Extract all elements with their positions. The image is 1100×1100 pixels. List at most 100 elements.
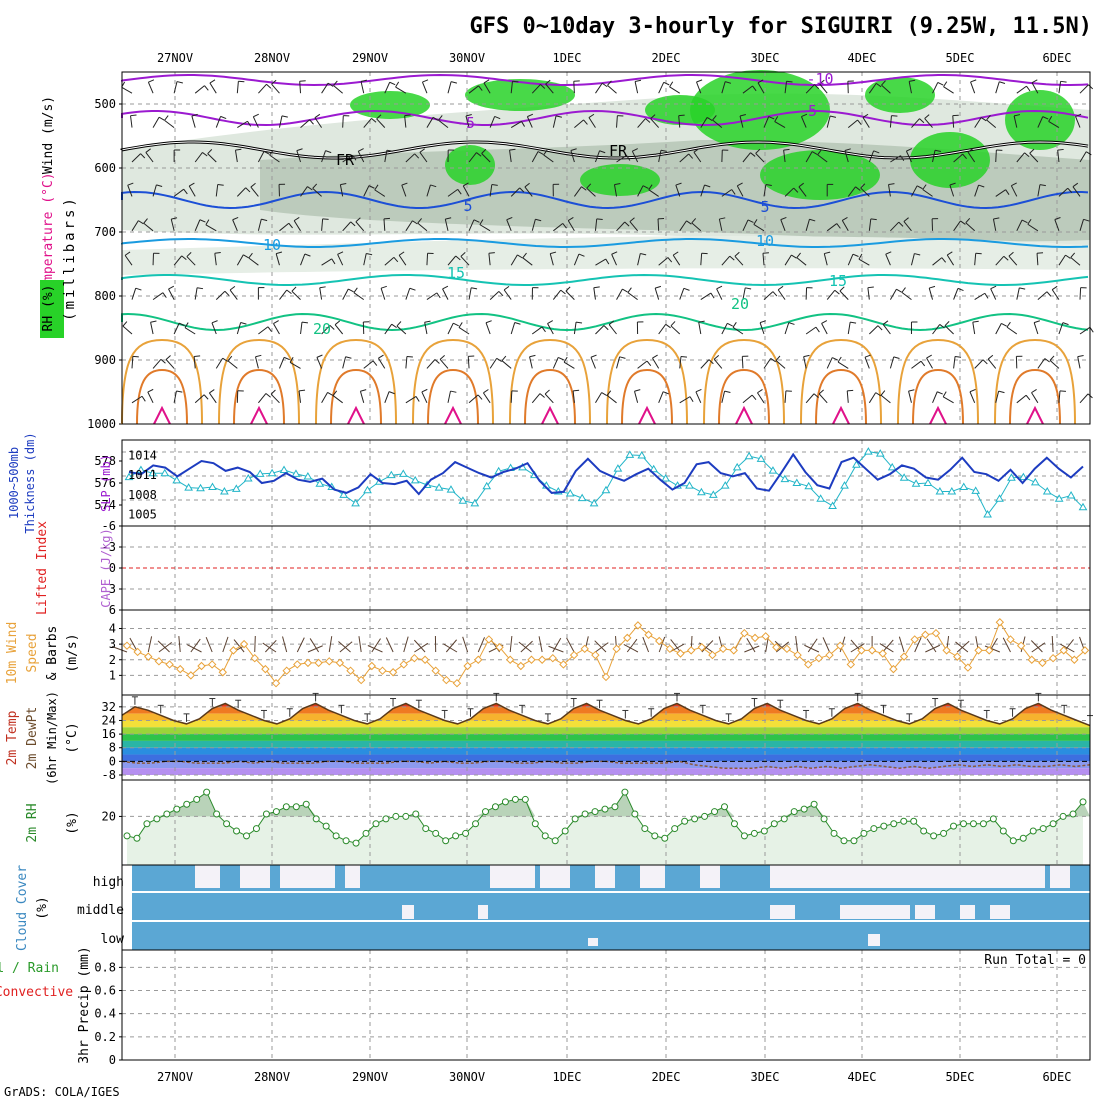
- wind-barb-feather: [762, 252, 769, 254]
- wind-barb: [669, 86, 680, 94]
- wind-barb-feather: [814, 84, 820, 90]
- data-point: [261, 664, 270, 674]
- wind-barb: [774, 121, 786, 129]
- data-point: [272, 808, 280, 816]
- wind-barb-feather: [619, 356, 626, 359]
- wind-barb: [258, 393, 267, 404]
- wind-barb: [194, 394, 205, 404]
- date-label-top: 28NOV: [254, 51, 290, 65]
- data-point: [963, 663, 973, 672]
- wind-tick-label: 4: [109, 622, 116, 636]
- run-total: Run Total = 0: [984, 953, 1086, 968]
- wind-barb: [670, 325, 681, 335]
- wind-barb-feather: [898, 221, 904, 227]
- wind-barb: [384, 150, 388, 163]
- wind-barb: [357, 151, 365, 163]
- contour-10: [121, 238, 1089, 248]
- wind-barb: [943, 86, 954, 94]
- precip-tick-label: 0.8: [94, 960, 116, 974]
- data-point: [649, 464, 659, 473]
- wind-barb-feather: [220, 115, 227, 120]
- cloud-high-clear: [345, 865, 360, 888]
- wind-barb: [173, 390, 177, 403]
- wind-barb-feather: [967, 148, 974, 153]
- wind-barb: [949, 184, 955, 197]
- data-point: [452, 832, 460, 840]
- wind-barb-feather: [238, 80, 245, 83]
- wind-barb: [165, 359, 175, 369]
- wind-barb-feather: [265, 393, 271, 398]
- wind-barb-feather: [860, 183, 866, 189]
- wind-barb-feather: [857, 119, 862, 126]
- pressure-tick-label: 800: [94, 289, 116, 303]
- wind-barb: [573, 186, 582, 197]
- contour-30: [912, 368, 964, 425]
- wind-barb-feather: [1039, 184, 1046, 187]
- wind-barb: [339, 184, 344, 197]
- wind10-barb: [822, 637, 830, 653]
- wind-barb: [321, 150, 326, 163]
- wind-barb-feather: [227, 355, 233, 362]
- wind-barb-feather: [815, 326, 820, 333]
- wind-barb: [910, 253, 915, 266]
- data-point: [671, 825, 679, 833]
- wind-barb-feather: [524, 182, 530, 188]
- wind-barb-feather: [334, 320, 341, 326]
- precip-panel-frame: [121, 949, 1091, 1061]
- wind-barb-feather: [1005, 189, 1010, 195]
- wind-barb-feather: [457, 189, 462, 195]
- data-point: [846, 660, 856, 669]
- data-point: [262, 810, 270, 818]
- wind-barb-feather: [422, 79, 429, 83]
- wind-barb: [531, 219, 536, 231]
- wind-barb-feather: [288, 222, 293, 229]
- wind-barb-feather: [352, 155, 357, 161]
- data-point: [203, 788, 211, 796]
- wind-barb-feather: [893, 356, 900, 359]
- wind-barb-feather: [770, 358, 776, 363]
- wind-barb-feather: [412, 220, 418, 225]
- wind-barb: [173, 255, 183, 266]
- wind-barb: [269, 154, 280, 163]
- cloud-high-clear: [1050, 865, 1070, 888]
- wind-barb: [229, 289, 238, 300]
- wind-barb: [321, 82, 329, 94]
- wind-barb: [1058, 187, 1069, 197]
- wind-barb-feather: [753, 219, 758, 225]
- wind-barb-feather: [273, 320, 279, 325]
- wind-barb-feather: [471, 287, 478, 290]
- data-point: [541, 832, 549, 840]
- data-point: [601, 805, 609, 813]
- data-point: [971, 486, 981, 494]
- data-point: [197, 661, 206, 671]
- data-point: [661, 834, 669, 842]
- wind-barb: [506, 219, 512, 231]
- wind-barb-feather: [788, 322, 795, 325]
- wind-barb: [784, 322, 790, 335]
- ylabel-temp: 2m Temp: [5, 710, 20, 765]
- data-point: [625, 450, 635, 458]
- contour-label: 15: [829, 272, 847, 290]
- wind10-barb: [594, 640, 607, 653]
- data-point: [521, 795, 529, 803]
- wind-barb: [208, 392, 217, 404]
- wind-barb: [278, 115, 283, 128]
- wind-barb-feather: [386, 149, 393, 152]
- wind-barb: [194, 152, 203, 163]
- wind-barb-feather: [624, 221, 630, 227]
- wind-barb: [360, 81, 365, 94]
- wind-barb-feather: [414, 153, 420, 159]
- wind-barb-feather: [1024, 152, 1030, 158]
- wind-barb: [510, 120, 522, 129]
- data-point: [577, 493, 587, 502]
- data-point: [644, 630, 653, 639]
- contour-35: [153, 405, 171, 425]
- wind-barb: [658, 82, 665, 94]
- wind-barb: [426, 292, 438, 301]
- wind-barb-feather: [481, 148, 487, 154]
- data-point: [148, 468, 158, 477]
- wind-barb-feather: [786, 80, 793, 83]
- wind10-barb: [746, 638, 756, 653]
- wind-barb: [510, 187, 521, 197]
- wind-barb: [547, 323, 554, 335]
